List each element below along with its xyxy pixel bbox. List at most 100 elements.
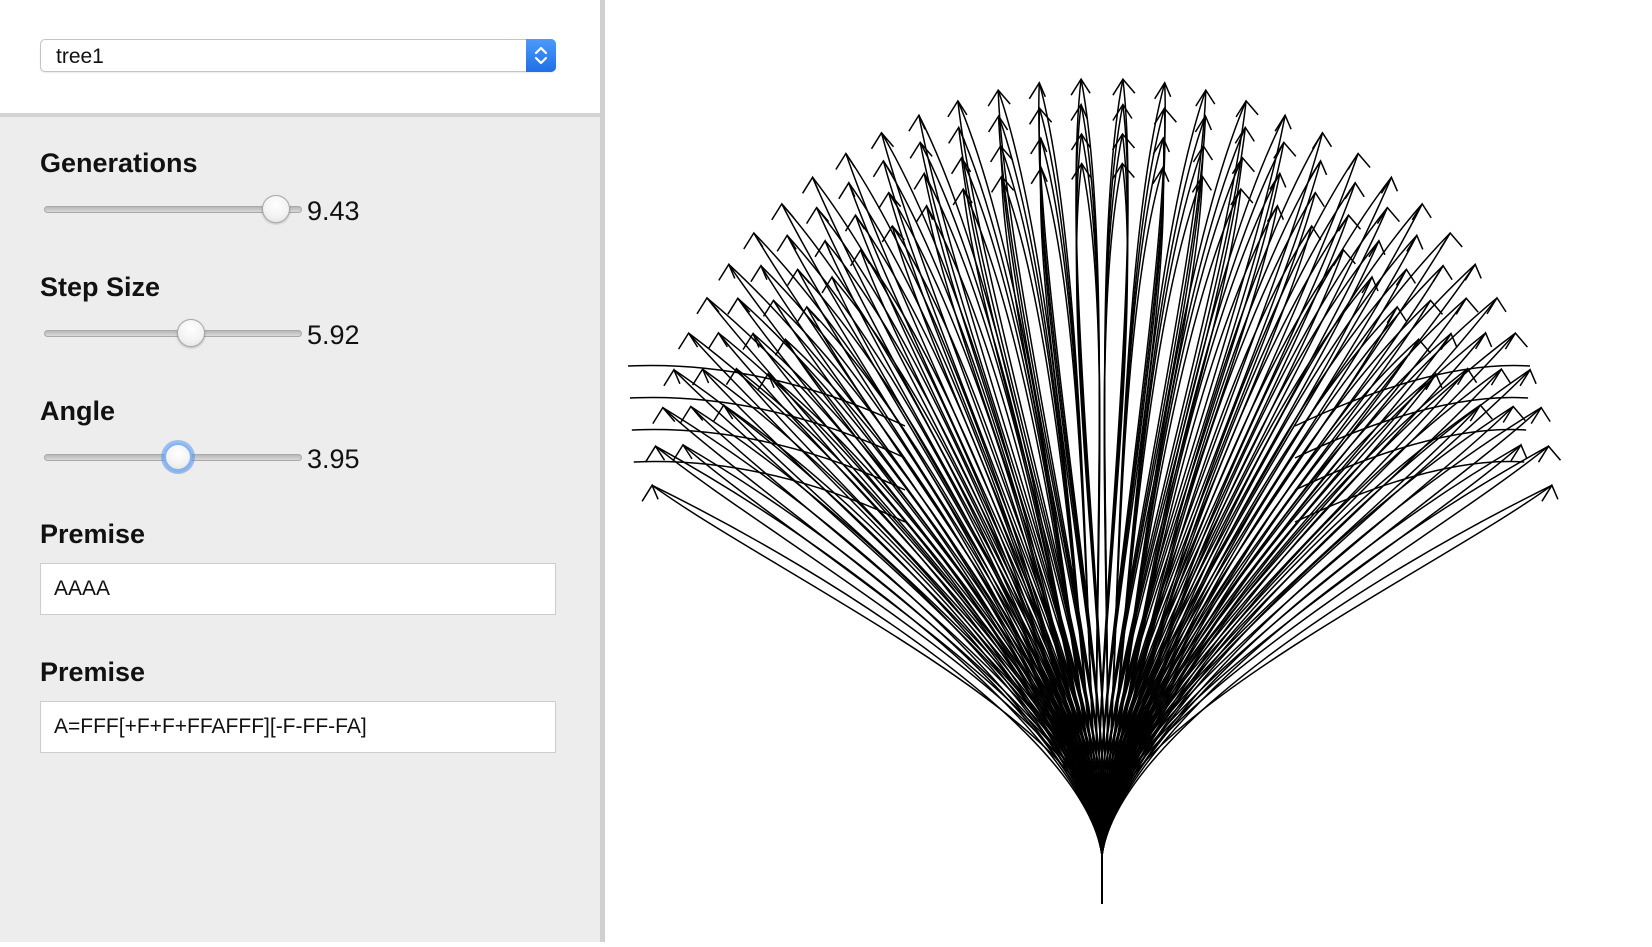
tree-twig (1274, 113, 1292, 132)
tree-twig (1425, 372, 1443, 391)
tree-twig (1030, 136, 1048, 155)
rule-label: Premise (40, 657, 146, 687)
tree-branch (891, 225, 1103, 856)
tree-twig (1152, 136, 1170, 155)
tree-twig (878, 191, 902, 209)
tree-branch (1100, 306, 1398, 856)
tree-twig (814, 239, 832, 258)
tree-twig (1154, 81, 1172, 100)
tree-twig (1028, 81, 1046, 100)
tree-twig (641, 483, 659, 502)
tree-branch (1098, 167, 1165, 856)
tree-twig (948, 125, 966, 144)
tree-twig (652, 406, 676, 424)
tree-twig (1269, 171, 1287, 190)
tree-twig (771, 202, 795, 221)
control-panel: tree1 Generations 9.43 Step Size 5.92 An… (0, 0, 600, 942)
tree-branch (682, 444, 1103, 856)
lsystem-tree-drawing (627, 77, 1562, 904)
step-size-label: Step Size (40, 272, 161, 302)
tree-twig (1486, 296, 1507, 315)
tree-branch (1101, 373, 1437, 856)
preset-select-value: tree1 (56, 45, 104, 68)
tree-branch (1294, 364, 1531, 427)
tree-branch (1100, 373, 1437, 856)
preset-select[interactable]: tree1 (40, 39, 556, 72)
angle-slider-thumb[interactable] (164, 443, 193, 471)
tree-twig (776, 233, 797, 252)
tree-twig (1344, 181, 1365, 200)
tree-twig (950, 156, 972, 175)
tree-twig (725, 367, 749, 386)
tree-twig (870, 131, 895, 150)
tree-twig (821, 275, 839, 294)
generations-slider[interactable] (44, 192, 302, 228)
tree-twig (1368, 239, 1386, 258)
tree-twig (1411, 202, 1432, 221)
tree-branch (1101, 225, 1313, 856)
premise-label: Premise (40, 519, 146, 549)
tree-twig (796, 305, 820, 324)
panel-divider[interactable] (600, 0, 605, 942)
tree-twig (742, 331, 760, 350)
tree-twig (1070, 132, 1092, 151)
tree-twig (1407, 338, 1432, 356)
tree-branch (723, 404, 1103, 856)
tree-twig (786, 268, 811, 286)
tree-twig (1070, 102, 1088, 121)
tree-twig (1112, 103, 1133, 121)
step-size-value: 5.92 (307, 320, 360, 350)
tree-twig (713, 403, 734, 422)
tree-twig (1153, 107, 1177, 125)
tree-branch (651, 484, 1103, 856)
tree-twig (989, 144, 1014, 163)
tree-twig (835, 152, 856, 170)
angle-slider[interactable] (44, 440, 302, 476)
tree-twig (1266, 204, 1285, 223)
select-arrows-icon[interactable] (526, 39, 556, 72)
tree-twig (727, 297, 751, 315)
tree-branch (767, 373, 1103, 856)
step-size-slider[interactable] (44, 316, 302, 352)
rule-input[interactable] (40, 701, 556, 753)
tree-branch (1101, 404, 1481, 856)
tree-branch (1000, 176, 1103, 856)
tree-twig (750, 264, 768, 283)
tree-twig (915, 204, 934, 223)
tree-twig (1311, 131, 1333, 150)
tree-twig (1464, 262, 1482, 281)
tree-twig (1194, 114, 1213, 133)
generations-slider-thumb[interactable] (262, 195, 291, 223)
tree-twig (691, 367, 710, 386)
tree-branch (1101, 338, 1420, 856)
tree-twig (672, 443, 693, 462)
tree-twig (1337, 213, 1362, 232)
tree-twig (1309, 159, 1328, 178)
drawing-canvas (605, 0, 1652, 942)
tree-twig (1191, 174, 1213, 193)
tree-branch (860, 249, 1103, 856)
tree-twig (1469, 403, 1493, 422)
tree-twig (1504, 331, 1528, 350)
tree-twig (908, 113, 926, 132)
tree-twig (1537, 444, 1562, 463)
tree-branch (1101, 444, 1522, 856)
tree-branch (1101, 263, 1476, 856)
step-size-slider-track[interactable] (44, 330, 302, 337)
step-size-slider-thumb[interactable] (177, 319, 206, 347)
generations-slider-track[interactable] (44, 206, 302, 213)
tree-twig (1455, 297, 1479, 315)
tree-twig (872, 159, 894, 178)
tree-twig (805, 206, 830, 224)
premise-input[interactable] (40, 563, 556, 615)
tree-twig (718, 262, 736, 281)
preset-selector-area: tree1 (0, 0, 600, 117)
tree-branch (1040, 167, 1103, 856)
tree-twig (1432, 264, 1453, 283)
tree-twig (1419, 299, 1444, 317)
tree-twig (696, 296, 720, 315)
tree-strokes (627, 77, 1562, 904)
generations-label: Generations (40, 148, 198, 178)
tree-twig (1376, 206, 1400, 224)
tree-twig (1439, 231, 1463, 250)
